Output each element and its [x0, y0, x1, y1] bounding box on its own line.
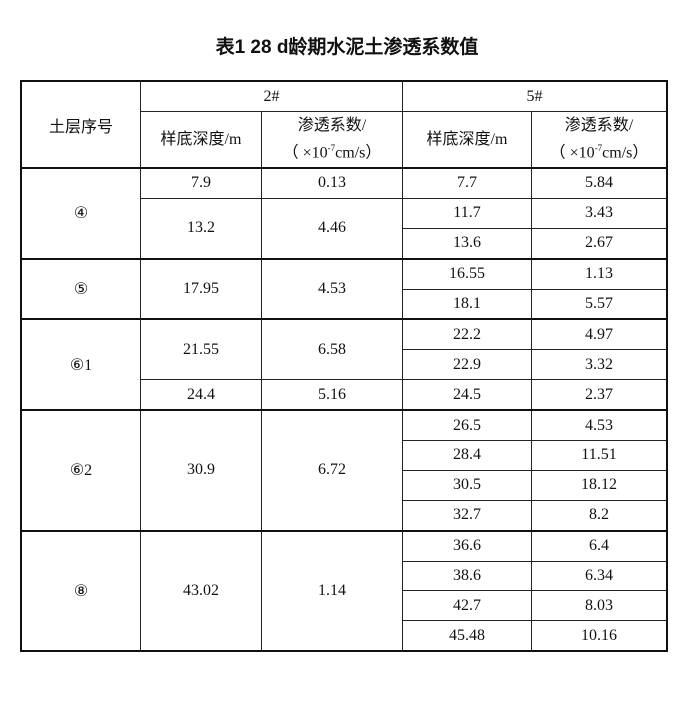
coef-b-cell: 6.34: [531, 560, 668, 592]
depth-b-cell: 11.7: [402, 197, 532, 229]
coef-b-cell: 3.43: [531, 197, 668, 229]
coef-b-cell: 4.97: [531, 318, 668, 351]
coef-b-cell: 11.51: [531, 440, 668, 471]
coef-b-cell: 8.2: [531, 499, 668, 532]
depth-a-cell: 30.9: [140, 409, 262, 532]
table-row: ⑤ 17.95 4.53 16.55 1.13: [20, 257, 668, 320]
depth-b-cell: 22.2: [402, 318, 532, 351]
coef-b-cell: 10.16: [531, 620, 668, 652]
table-row: ⑥1 21.55 6.58 22.2 4.97: [20, 318, 668, 411]
depth-b-cell: 18.1: [402, 288, 532, 320]
header-group-b: 5#: [402, 80, 668, 112]
depth-a-cell: 17.95: [140, 257, 262, 320]
layer-cell: ⑤: [20, 257, 141, 320]
depth-b-cell: 42.7: [402, 590, 532, 622]
coef-b-cell: 8.03: [531, 590, 668, 622]
coef-b-cell: 18.12: [531, 469, 668, 501]
table-row: 28.4 11.51: [21, 440, 668, 471]
depth-a-cell: 24.4: [140, 379, 262, 411]
coef-a-cell: 0.13: [261, 166, 403, 199]
depth-b-cell: 30.5: [402, 469, 532, 501]
coef-b-cell: 3.32: [531, 349, 668, 381]
table-row: ⑧ 43.02 1.14 36.6 6.4: [20, 529, 668, 652]
coef-b-cell: 2.67: [531, 227, 668, 260]
table-row: 24.4 5.16 24.5 2.37: [21, 379, 668, 411]
depth-b-cell: 32.7: [402, 499, 532, 532]
coef-b-cell: 5.84: [531, 166, 668, 199]
depth-b-cell: 7.7: [402, 166, 532, 199]
depth-a-cell: 13.2: [140, 197, 262, 260]
permeability-table: 土层序号 2# 5# 样底深度/m 渗透系数/（ ×10-7cm/s） 样底深度…: [20, 80, 668, 653]
table-row: 38.6 6.34: [21, 560, 668, 592]
depth-b-cell: 45.48: [402, 620, 532, 652]
table-title: 表1 28 d龄期水泥土渗透系数值: [215, 37, 479, 58]
layer-cell: ⑥2: [20, 409, 141, 532]
depth-a-cell: 21.55: [140, 318, 262, 381]
coef-a-cell: 4.46: [261, 197, 403, 260]
coef-a-cell: 5.16: [261, 379, 403, 411]
depth-b-cell: 16.55: [402, 257, 532, 290]
depth-a-cell: 7.9: [140, 166, 262, 199]
depth-b-cell: 36.6: [402, 529, 532, 562]
depth-a-cell: 43.02: [140, 529, 262, 652]
table-row: 13.6 2.67: [21, 227, 668, 260]
header-group-a: 2#: [140, 80, 403, 112]
table-row: ⑥2 30.9 6.72 26.5 4.53: [20, 409, 668, 532]
layer-cell: ④: [20, 167, 141, 260]
depth-b-cell: 24.5: [402, 379, 532, 411]
coef-a-cell: 1.14: [261, 529, 403, 652]
table-row: 42.7 8.03: [21, 590, 668, 622]
coef-a-cell: 6.72: [261, 409, 403, 532]
header-coef-a: 渗透系数/（ ×10-7cm/s）: [261, 111, 403, 169]
depth-b-cell: 26.5: [402, 409, 532, 442]
header-coef-b: 渗透系数/（ ×10-7cm/s）: [531, 111, 668, 169]
coef-b-cell: 4.53: [531, 409, 668, 442]
subheader-row: 样底深度/m 渗透系数/（ ×10-7cm/s） 样底深度/m 渗透系数/（ ×…: [21, 111, 668, 169]
depth-b-cell: 38.6: [402, 560, 532, 592]
table-row: 30.5 18.12: [21, 469, 668, 501]
coef-a-cell: 6.58: [261, 318, 403, 381]
depth-b-cell: 22.9: [402, 349, 532, 381]
depth-b-cell: 28.4: [402, 440, 532, 471]
table-row: 22.9 3.32: [21, 349, 668, 381]
header-depth-a: 样底深度/m: [140, 111, 262, 169]
coef-b-cell: 1.13: [531, 257, 668, 290]
header-depth-b: 样底深度/m: [402, 111, 532, 169]
depth-b-cell: 13.6: [402, 227, 532, 260]
coef-b-cell: 2.37: [531, 379, 668, 411]
header-row: 土层序号 2# 5#: [20, 80, 668, 169]
coef-b-cell: 6.4: [531, 529, 668, 562]
table-row: 32.7 8.2: [21, 499, 668, 532]
layer-cell: ⑥1: [20, 318, 141, 411]
layer-cell: ⑧: [20, 529, 141, 652]
coef-a-cell: 4.53: [261, 257, 403, 320]
header-layer: 土层序号: [20, 80, 141, 169]
coef-b-cell: 5.57: [531, 288, 668, 320]
table-row: ④ 7.9 0.13 7.7 5.84: [20, 166, 668, 260]
table-row: 45.48 10.16: [21, 620, 668, 652]
